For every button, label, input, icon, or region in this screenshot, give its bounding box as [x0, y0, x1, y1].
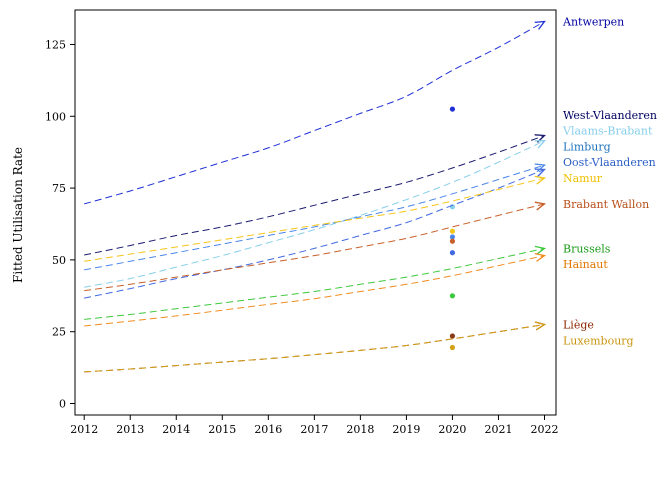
y-tick-label: 75 — [52, 182, 66, 195]
series-label: Oost-Vlaanderen — [563, 156, 656, 169]
data-point-2020 — [449, 250, 456, 256]
series-line — [84, 255, 545, 327]
x-tick-label: 2012 — [70, 423, 98, 436]
x-tick-label: 2019 — [392, 423, 420, 436]
series-arrowhead — [534, 134, 546, 143]
data-point-2020 — [449, 293, 456, 299]
series-label: Liège — [563, 319, 594, 332]
data-point-2020 — [449, 106, 456, 112]
series-arrowhead — [534, 168, 546, 177]
x-tick-label: 2020 — [438, 423, 466, 436]
series-line — [84, 203, 545, 292]
series-line — [84, 21, 545, 205]
x-tick-label: 2015 — [208, 423, 236, 436]
series-vlaams-brabant — [84, 140, 546, 288]
series-label: Vlaams-Brabant — [562, 125, 653, 138]
x-tick-label: 2013 — [116, 423, 144, 436]
y-tick-label: 0 — [59, 398, 66, 411]
data-point-2020 — [449, 344, 456, 351]
series-luxembourg — [84, 321, 547, 373]
series-group — [84, 20, 547, 373]
plot-frame — [74, 9, 557, 416]
series-west-vlaanderen — [84, 134, 546, 256]
x-tick-label: 2014 — [162, 423, 190, 436]
data-point-2020 — [449, 228, 456, 234]
y-tick-label: 25 — [52, 326, 66, 339]
x-tick-label: 2022 — [530, 423, 558, 436]
y-tick-label: 50 — [52, 254, 66, 267]
series-labels: Antwerpen West-Vlaanderen Vlaams-Brabant Li… — [562, 15, 657, 347]
series-label: Limburg — [563, 140, 611, 153]
series-arrowhead — [534, 20, 546, 30]
series-line — [84, 135, 545, 256]
series-antwerpen — [84, 20, 546, 205]
plot-area — [74, 9, 557, 416]
x-tick-label: 2016 — [254, 423, 282, 436]
y-tick-label: 125 — [45, 38, 66, 51]
series-hainaut — [84, 252, 547, 327]
series-label: Antwerpen — [562, 15, 624, 28]
series-brabant-wallon — [84, 201, 547, 292]
data-point-2020 — [449, 234, 456, 240]
series-brussels — [84, 245, 547, 320]
series-oost-vlaanderen — [84, 163, 547, 271]
series-label: Namur — [563, 172, 603, 185]
series-line — [84, 140, 545, 288]
series-line — [84, 324, 545, 373]
series-limburg — [84, 168, 546, 299]
y-axis-title: Fitted Utilisation Rate — [11, 147, 25, 283]
series-label: Hainaut — [563, 258, 608, 271]
series-line — [84, 247, 545, 320]
series-line — [84, 168, 545, 299]
series-arrowhead — [534, 245, 547, 255]
series-label: Luxembourg — [563, 334, 634, 347]
y-axis: 0 25 50 75 100 125 — [45, 38, 75, 411]
series-label: Brussels — [563, 242, 611, 255]
series-label: Brabant Wallon — [563, 198, 649, 211]
y-tick-label: 100 — [45, 110, 66, 123]
series-line — [84, 164, 545, 271]
series-arrowhead — [534, 175, 547, 185]
data-point-2020 — [449, 333, 456, 339]
data-point-2020 — [449, 238, 456, 244]
series-namur — [84, 175, 547, 262]
series-label: West-Vlaanderen — [563, 109, 657, 122]
series-arrowhead — [534, 140, 546, 149]
x-axis: 2012 2013 2014 2015 2016 2017 2018 2019 2020 2021… — [70, 415, 558, 436]
x-tick-label: 2018 — [346, 423, 374, 436]
x-tick-label: 2021 — [484, 423, 512, 436]
x-tick-label: 2017 — [300, 423, 328, 436]
series-arrowhead — [534, 163, 547, 173]
series-line — [84, 177, 545, 262]
series-arrowhead — [534, 252, 547, 262]
series-arrowhead — [534, 321, 547, 331]
series-arrowhead — [534, 201, 547, 211]
